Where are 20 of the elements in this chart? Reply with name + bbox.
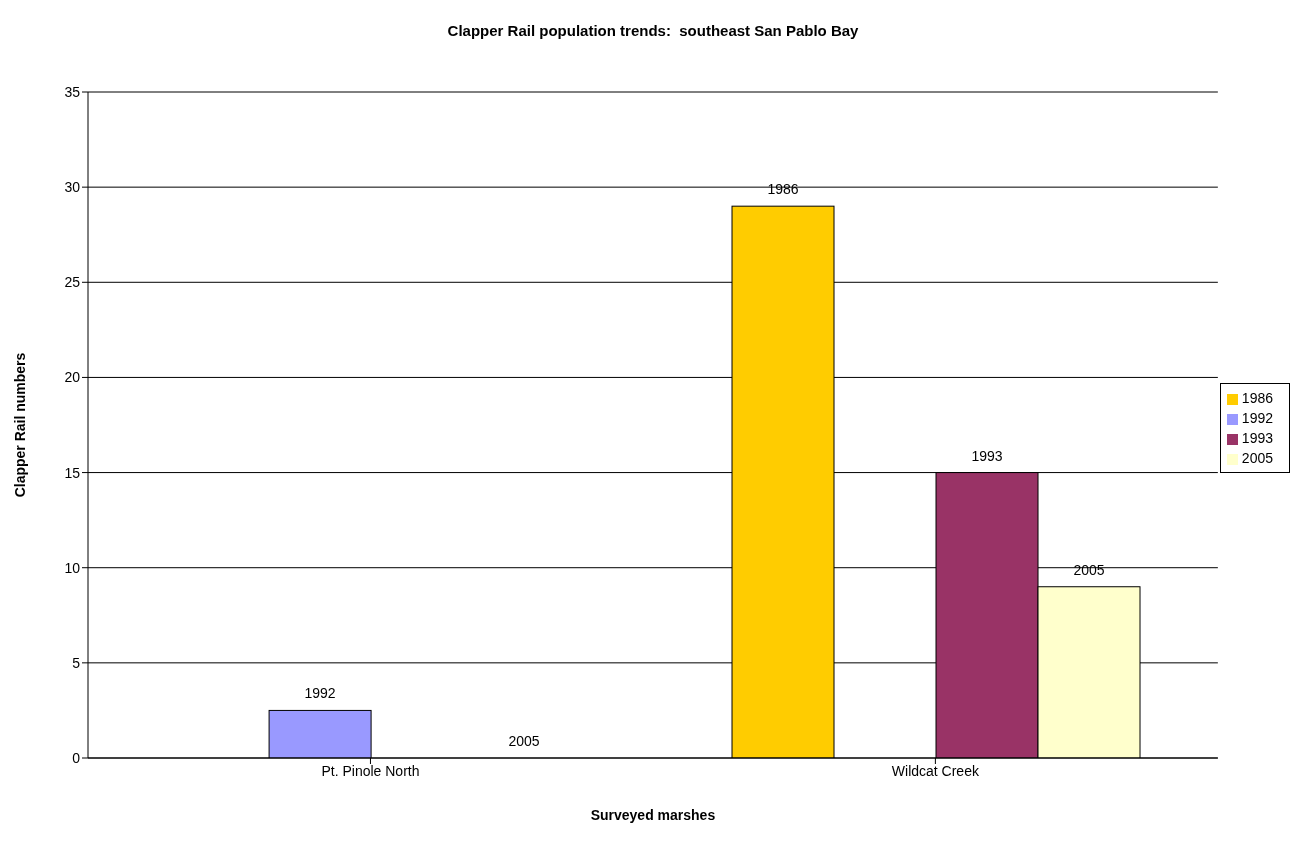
x-tick-label: Pt. Pinole North	[321, 762, 420, 779]
text: 1993	[971, 447, 1003, 464]
legend-label: 1992	[1241, 410, 1273, 426]
y-tick-label: 35	[64, 83, 81, 100]
x-axis-title: Surveyed marshes	[590, 807, 716, 823]
x-tick-label: Wildcat Creek	[891, 762, 980, 779]
y-tick-label: 0	[72, 749, 81, 766]
legend-label: 1993	[1241, 430, 1273, 446]
y-tick-label: 15	[64, 464, 81, 481]
legend-label: 2005	[1241, 450, 1273, 466]
chart-title: Clapper Rail population trends: southeast San Pablo Bay	[446, 22, 860, 39]
y-axis-title: Clapper Rail numbers	[11, 352, 28, 498]
y-tick-label: 25	[64, 274, 81, 291]
text: 1992	[304, 685, 336, 702]
y-tick-label: 10	[64, 559, 81, 576]
y-tick-label: 20	[64, 369, 81, 386]
y-tick-label: 30	[64, 179, 81, 196]
legend-label: 1986	[1241, 390, 1273, 406]
y-tick-label: 5	[72, 654, 81, 671]
text: 2005	[508, 733, 540, 749]
